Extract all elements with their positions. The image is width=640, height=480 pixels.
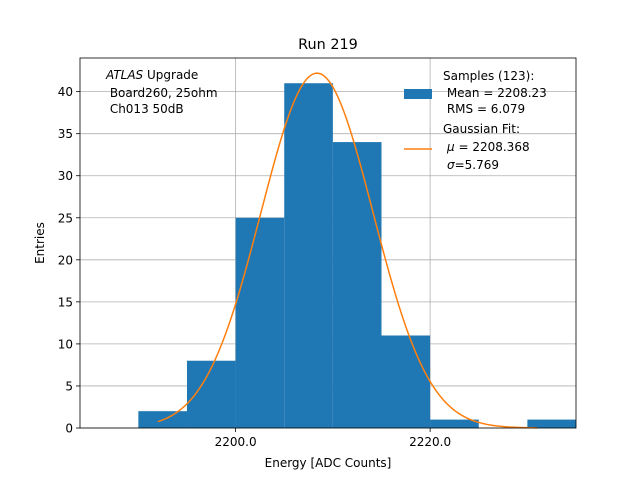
histogram-bar — [235, 217, 285, 428]
histogram-bar — [527, 419, 576, 428]
y-axis: 0 5 10 15 20 25 30 35 40 — [58, 85, 80, 436]
legend-samples-swatch — [404, 89, 432, 99]
annotation-line-2: Board260, 25ohm — [106, 86, 218, 100]
plot-frame — [79, 57, 577, 429]
legend: Samples (123): Mean = 2208.23 RMS = 6.07… — [404, 69, 547, 172]
legend-samples-line-1: Samples (123): — [443, 69, 534, 83]
annotation-line-1: ATLAS Upgrade — [105, 68, 198, 82]
atlas-annotation: ATLAS Upgrade Board260, 25ohm Ch013 50dB — [105, 68, 218, 116]
annotation-upgrade-text: Upgrade — [143, 68, 198, 82]
y-tick-label: 25 — [58, 211, 73, 225]
legend-mu-value: = 2208.368 — [455, 140, 530, 154]
atlas-italic-label: ATLAS — [105, 68, 144, 82]
y-tick-label: 5 — [65, 379, 73, 393]
legend-fit-mu-line: μ = 2208.368 — [446, 140, 530, 154]
y-tick-label: 15 — [58, 295, 73, 309]
legend-samples-line-2: Mean = 2208.23 — [443, 86, 547, 100]
y-tick-label: 30 — [58, 169, 73, 183]
chart-title: Run 219 — [298, 37, 358, 53]
x-tick-label: 2220.0 — [409, 435, 451, 449]
y-tick-label: 0 — [65, 422, 73, 436]
y-tick-label: 10 — [58, 337, 73, 351]
legend-sigma-symbol: σ — [447, 158, 455, 172]
annotation-line-3: Ch013 50dB — [106, 102, 184, 116]
histogram-bar — [381, 335, 431, 428]
legend-sigma-value: =5.769 — [455, 158, 499, 172]
legend-samples-line-3: RMS = 6.079 — [443, 102, 525, 116]
histogram-bar — [332, 142, 382, 428]
legend-fit-line-1: Gaussian Fit: — [443, 122, 520, 136]
gaussian-fit-curve — [157, 72, 538, 429]
y-tick-label: 20 — [58, 253, 73, 267]
y-axis-label: Entries — [33, 222, 47, 264]
y-tick-label: 35 — [58, 127, 73, 141]
y-tick-label: 40 — [58, 85, 73, 99]
histogram-bar — [430, 419, 479, 428]
x-tick-label: 2200.0 — [215, 435, 257, 449]
x-axis-label: Energy [ADC Counts] — [265, 456, 392, 470]
histogram-bar — [284, 83, 333, 429]
legend-fit-sigma-line: σ=5.769 — [447, 158, 499, 172]
x-axis: 2200.0 2220.0 — [215, 428, 451, 449]
legend-mu-symbol: μ — [446, 140, 455, 154]
